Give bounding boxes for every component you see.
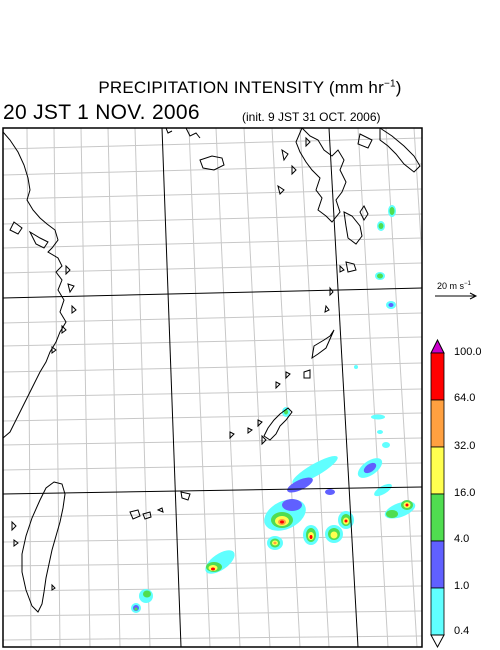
- map-frame: [2, 127, 423, 648]
- colorbar-label: 4.0: [454, 533, 470, 545]
- rain-cell: [273, 541, 277, 545]
- colorbar-segment: [430, 399, 445, 448]
- wind-scale-text: 20 m s: [437, 281, 465, 291]
- title-close: ): [395, 78, 402, 97]
- colorbar-label: 16.0: [454, 487, 476, 499]
- colorbar-segment: [430, 540, 445, 589]
- rain-cell: [309, 535, 313, 539]
- wind-scale-exponent: −1: [464, 281, 471, 287]
- colorbar-segment: [430, 352, 445, 401]
- rain-cell: [388, 303, 394, 307]
- rain-cell: [211, 567, 215, 571]
- colorbar: [430, 338, 445, 649]
- wind-scale-label: 20 m s−1: [437, 281, 471, 291]
- colorbar-top-arrow: [430, 338, 445, 354]
- valid-time: 20 JST 1 NOV. 2006: [3, 101, 200, 124]
- rain-band: [292, 456, 338, 484]
- colorbar-segment: [430, 446, 445, 495]
- title-exponent: −1: [383, 78, 396, 90]
- title-text: PRECIPITATION INTENSITY (mm hr: [98, 78, 384, 97]
- rain-cell: [280, 520, 284, 524]
- rain-cell: [143, 590, 151, 598]
- rain-cell: [325, 489, 335, 495]
- rain-cell: [344, 519, 348, 523]
- rain-cell: [389, 207, 395, 215]
- colorbar-label: 0.4: [454, 625, 470, 637]
- rain-cell: [330, 531, 338, 539]
- colorbar-label: 32.0: [454, 440, 476, 452]
- precipitation-cells: [131, 205, 416, 613]
- rain-cell: [382, 442, 390, 448]
- colorbar-label: 64.0: [454, 392, 476, 404]
- rain-cell: [386, 510, 398, 518]
- rain-band: [363, 462, 377, 474]
- rain-cell: [282, 499, 302, 511]
- colorbar-label: 1.0: [454, 580, 470, 592]
- rain-cell: [371, 414, 385, 420]
- rain-cell: [377, 430, 383, 434]
- colorbar-segment: [430, 587, 445, 636]
- colorbar-label: 100.0: [454, 346, 482, 358]
- rain-cell: [134, 607, 138, 611]
- rain-cell: [377, 273, 383, 279]
- coastlines: [3, 128, 421, 613]
- wind-reference-arrow: [435, 292, 478, 300]
- rain-cell: [384, 501, 416, 519]
- rain-cell: [405, 503, 409, 507]
- fine-grid: [3, 128, 422, 647]
- rain-cell: [378, 223, 384, 229]
- init-time: (init. 9 JST 31 OCT. 2006): [242, 110, 381, 124]
- map-title: PRECIPITATION INTENSITY (mm hr−1): [0, 78, 500, 98]
- rain-cell: [354, 365, 358, 369]
- major-grid: [3, 128, 422, 647]
- colorbar-bottom-arrow: [430, 634, 445, 649]
- rain-band: [374, 483, 392, 497]
- colorbar-segment: [430, 493, 445, 542]
